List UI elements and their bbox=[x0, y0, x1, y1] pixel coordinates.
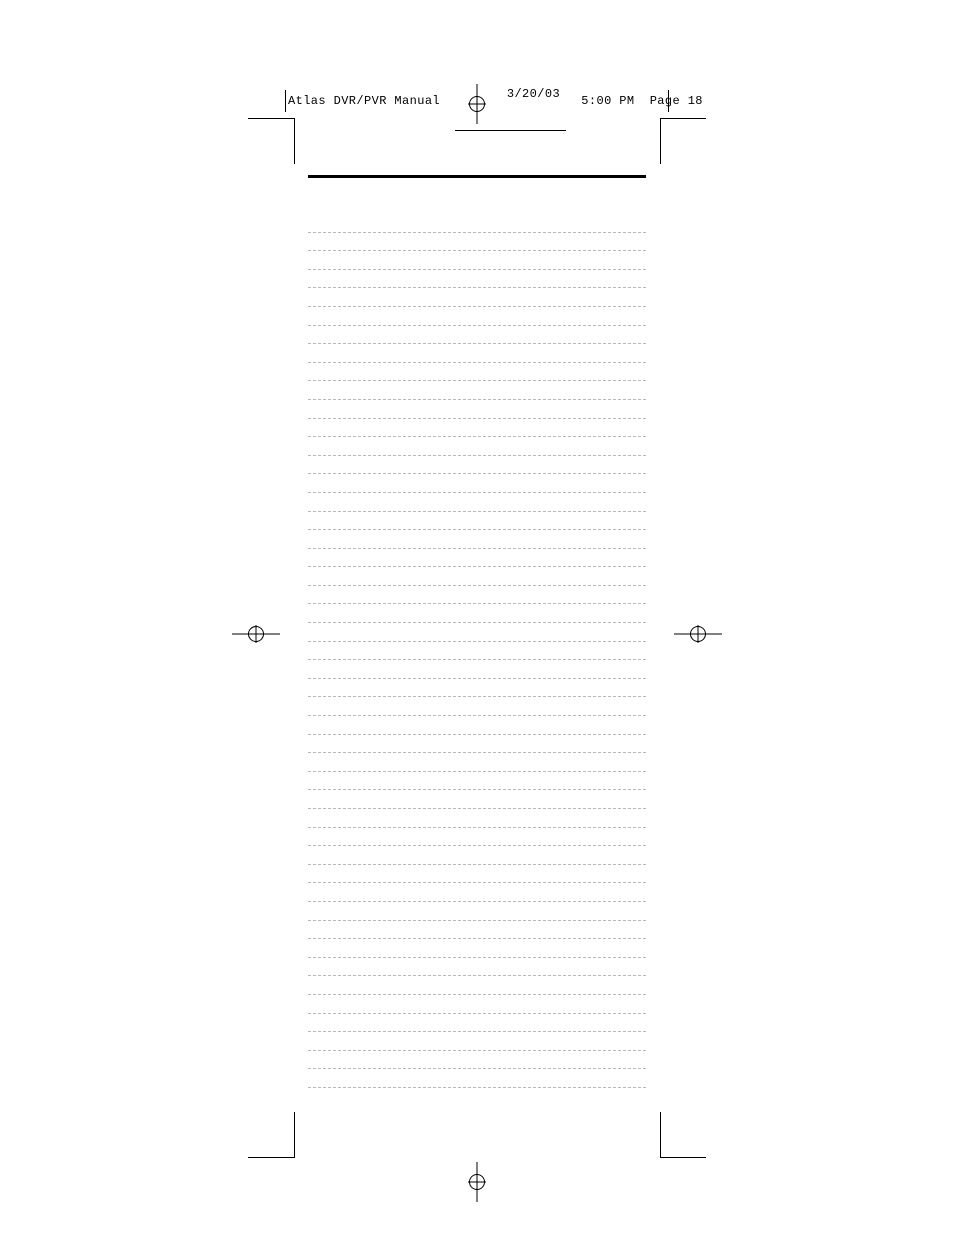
note-line bbox=[308, 400, 646, 419]
note-line bbox=[308, 586, 646, 605]
note-line bbox=[308, 995, 646, 1014]
notes-area bbox=[308, 175, 646, 1088]
note-line bbox=[308, 307, 646, 326]
slug-date-underline bbox=[455, 130, 566, 131]
note-line bbox=[308, 363, 646, 382]
note-line bbox=[308, 623, 646, 642]
note-line bbox=[308, 437, 646, 456]
registration-mark-top bbox=[453, 80, 501, 128]
note-line bbox=[308, 902, 646, 921]
note-line bbox=[308, 549, 646, 568]
note-line bbox=[308, 604, 646, 623]
note-line bbox=[308, 530, 646, 549]
slug-time: 5:00 PM bbox=[581, 94, 634, 108]
note-line bbox=[308, 344, 646, 363]
registration-mark-left bbox=[232, 610, 280, 658]
crop-mark-bottom-right bbox=[660, 1112, 706, 1158]
note-line bbox=[308, 512, 646, 531]
note-line bbox=[308, 567, 646, 586]
ruled-lines bbox=[308, 214, 646, 1088]
note-line bbox=[308, 456, 646, 475]
note-line bbox=[308, 1014, 646, 1033]
crop-mark-top-left bbox=[248, 118, 294, 164]
slug-page: Page 18 bbox=[650, 94, 703, 108]
note-line bbox=[308, 772, 646, 791]
note-line bbox=[308, 735, 646, 754]
note-line bbox=[308, 883, 646, 902]
note-line bbox=[308, 846, 646, 865]
registration-mark-bottom bbox=[453, 1158, 501, 1206]
note-line bbox=[308, 493, 646, 512]
note-line bbox=[308, 642, 646, 661]
note-line bbox=[308, 921, 646, 940]
section-rule bbox=[308, 175, 646, 178]
slug-spacer bbox=[566, 94, 581, 108]
crop-mark-bottom-left bbox=[248, 1112, 294, 1158]
note-line bbox=[308, 660, 646, 679]
slug-date-text: 3/20/03 bbox=[507, 87, 560, 101]
note-line bbox=[308, 790, 646, 809]
slug-right-tick bbox=[668, 90, 669, 112]
note-line bbox=[308, 716, 646, 735]
note-line bbox=[308, 828, 646, 847]
note-line bbox=[308, 1051, 646, 1070]
crop-mark-top-right bbox=[660, 118, 706, 164]
note-line bbox=[308, 419, 646, 438]
slug-title: Atlas DVR/PVR Manual bbox=[288, 94, 440, 108]
registration-mark-right bbox=[674, 610, 722, 658]
note-line bbox=[308, 753, 646, 772]
note-line bbox=[308, 679, 646, 698]
note-line bbox=[308, 865, 646, 884]
note-line bbox=[308, 326, 646, 345]
note-line bbox=[308, 958, 646, 977]
note-line bbox=[308, 1069, 646, 1088]
print-proof-page: Atlas DVR/PVR Manual 3/20/03 5:00 PM Pag… bbox=[0, 0, 954, 1235]
note-line bbox=[308, 976, 646, 995]
note-line bbox=[308, 251, 646, 270]
note-line bbox=[308, 270, 646, 289]
note-line bbox=[308, 214, 646, 233]
note-line bbox=[308, 288, 646, 307]
note-line bbox=[308, 474, 646, 493]
note-line bbox=[308, 1032, 646, 1051]
slug-spacer bbox=[634, 94, 649, 108]
note-line bbox=[308, 381, 646, 400]
note-line bbox=[308, 697, 646, 716]
note-line bbox=[308, 233, 646, 252]
note-line bbox=[308, 809, 646, 828]
slug-left-tick bbox=[285, 90, 286, 112]
note-line bbox=[308, 939, 646, 958]
